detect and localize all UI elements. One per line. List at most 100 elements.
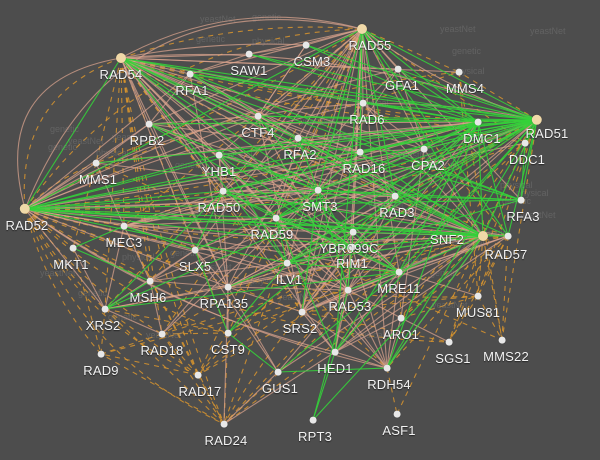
network-edge: [161, 28, 363, 335]
network-node-cst9[interactable]: [224, 329, 232, 337]
network-node-mms22[interactable]: [498, 336, 506, 344]
network-edge: [120, 43, 307, 59]
network-node-rpt3[interactable]: [309, 416, 317, 424]
network-node-rfa1[interactable]: [186, 70, 194, 78]
network-node-rad6[interactable]: [359, 99, 367, 107]
network-edge: [24, 189, 319, 210]
network-node-rfa3[interactable]: [517, 196, 525, 204]
network-node-saw1[interactable]: [245, 50, 253, 58]
network-node-xrs2[interactable]: [101, 305, 109, 313]
network-node-rad16[interactable]: [356, 148, 364, 156]
network-node-mus81[interactable]: [474, 292, 482, 300]
network-edge: [386, 235, 484, 369]
network-edge: [189, 73, 299, 139]
network-edge: [277, 289, 349, 373]
network-node-mec3[interactable]: [120, 222, 128, 230]
network-edge: [227, 332, 279, 373]
network-edge: [189, 73, 538, 121]
network-edge: [100, 353, 199, 376]
network-edge: [104, 308, 199, 376]
network-node-snf2[interactable]: [478, 231, 488, 241]
network-edge: [189, 73, 229, 288]
network-node-rpa135[interactable]: [224, 283, 232, 291]
network-node-rad54[interactable]: [116, 53, 126, 63]
network-edge: [386, 119, 538, 369]
network-edge: [317, 151, 361, 191]
network-edge: [24, 208, 354, 233]
network-node-aro1[interactable]: [397, 314, 405, 322]
network-node-mre11[interactable]: [395, 268, 403, 276]
network-edge: [397, 68, 538, 121]
network-node-slx5[interactable]: [191, 246, 199, 254]
network-edge: [286, 262, 349, 291]
network-node-dmc1[interactable]: [474, 118, 482, 126]
network-node-rad57[interactable]: [504, 232, 512, 240]
network-node-gfa1[interactable]: [394, 65, 402, 73]
network-edge: [95, 123, 150, 164]
network-node-rad59[interactable]: [272, 214, 280, 222]
network-node-sgs1[interactable]: [445, 338, 453, 346]
network-node-mms4[interactable]: [455, 68, 463, 76]
network-node-gus1[interactable]: [274, 368, 282, 376]
network-edge: [317, 189, 522, 201]
network-edge: [148, 73, 191, 125]
network-edge: [257, 115, 319, 191]
network-edge: [362, 102, 425, 150]
network-edge: [100, 353, 225, 425]
network-node-rad24[interactable]: [220, 420, 228, 428]
network-node-rad9[interactable]: [97, 350, 105, 358]
network-edge: [458, 71, 503, 341]
network-edge: [24, 208, 277, 219]
network-edge: [305, 44, 538, 121]
network-edge: [24, 208, 74, 249]
network-node-cpa2[interactable]: [420, 145, 428, 153]
network-node-yhb1[interactable]: [215, 151, 223, 159]
network-edge: [301, 311, 388, 369]
network-node-rad53[interactable]: [344, 286, 352, 294]
network-edge: [520, 119, 538, 201]
network-node-ctf4[interactable]: [254, 112, 262, 120]
network-node-mms1[interactable]: [92, 159, 100, 167]
network-node-rad51[interactable]: [531, 114, 543, 126]
network-node-ilv1[interactable]: [283, 259, 291, 267]
network-node-srs2[interactable]: [298, 308, 306, 316]
network-node-csm3[interactable]: [302, 41, 310, 49]
network-node-rad52[interactable]: [19, 203, 31, 215]
network-node-rad17[interactable]: [194, 371, 202, 379]
network-node-ybr099c[interactable]: [349, 228, 357, 236]
network-edge: [334, 317, 402, 353]
network-edge: [17, 57, 122, 210]
network-edge: [257, 115, 479, 123]
network-edge: [227, 262, 288, 288]
network-edge: [361, 28, 425, 150]
network-edge: [24, 208, 106, 310]
network-node-hed1[interactable]: [331, 348, 339, 356]
network-node-smt3[interactable]: [314, 186, 322, 194]
network-edge: [277, 367, 388, 373]
network-edge: [275, 121, 479, 219]
network-node-rfa2[interactable]: [294, 134, 302, 142]
network-node-rim1[interactable]: [348, 243, 356, 251]
network-node-rpb2[interactable]: [145, 120, 153, 128]
network-node-rad3[interactable]: [391, 192, 399, 200]
network-edge: [448, 235, 484, 343]
network-edge: [477, 121, 509, 237]
network-edge: [161, 102, 364, 335]
network-edge: [351, 119, 538, 248]
network-edge: [361, 28, 509, 237]
network-node-mkt1[interactable]: [69, 244, 77, 252]
network-edge: [24, 208, 229, 288]
network-node-rad55[interactable]: [357, 24, 367, 34]
network-node-msh6[interactable]: [146, 277, 154, 285]
network-edge: [352, 231, 400, 273]
network-node-rad18[interactable]: [158, 330, 166, 338]
network-edge: [386, 271, 400, 369]
network-edge: [123, 225, 196, 251]
network-node-rdh54[interactable]: [383, 364, 391, 372]
network-edge: [161, 332, 229, 335]
network-node-asf1[interactable]: [393, 410, 401, 418]
network-node-rad50[interactable]: [219, 187, 227, 195]
network-edge: [24, 121, 479, 210]
network-node-ddc1[interactable]: [521, 139, 529, 147]
network-edge: [248, 44, 307, 55]
